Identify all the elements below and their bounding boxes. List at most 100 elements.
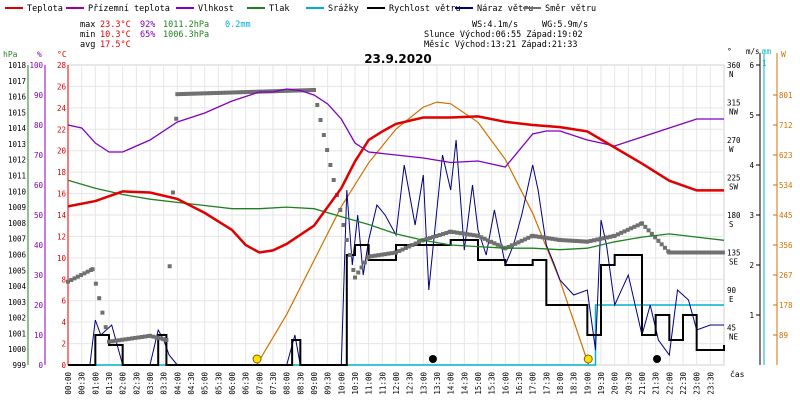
wind-direction-dot	[306, 88, 311, 93]
direction-tick-degrees: 45	[727, 324, 736, 333]
temperature-tick-label: 4	[61, 318, 66, 327]
wind-direction-dot	[403, 246, 408, 250]
temperature-tick-label: 24	[57, 104, 67, 113]
wind-speed-tick-label: 3	[749, 211, 754, 220]
wind-direction-dot	[133, 335, 138, 340]
radiation-tick-label: 534	[779, 181, 793, 190]
wind-direction-dot	[331, 178, 336, 182]
wind-direction-dot	[164, 338, 169, 342]
radiation-axis-label: W	[781, 50, 786, 59]
wind-direction-dot	[468, 232, 473, 237]
direction-tick-degrees: 180	[727, 211, 741, 220]
wind-direction-dot	[129, 336, 134, 341]
wind-direction-dot	[619, 230, 624, 235]
hpa-tick-label: 1012	[8, 156, 26, 165]
x-tick-label: 22:00	[665, 372, 674, 395]
wind-speed-axis-label: m/s	[746, 47, 760, 56]
wind-direction-dot	[643, 224, 648, 229]
wind-direction-dot	[410, 243, 415, 247]
legend-label: Směr větru	[545, 4, 596, 14]
wind-direction-dot	[567, 238, 572, 243]
wind-direction-dot	[116, 338, 121, 343]
wind-direction-dot	[386, 251, 391, 256]
wind-speed-tick-label: 6	[749, 61, 754, 70]
wind-direction-dot	[707, 250, 712, 255]
x-tick-label: 08:30	[296, 372, 305, 395]
wind-direction-dot	[328, 163, 333, 167]
wind-direction-dot	[461, 231, 466, 236]
wind-direction-dot	[237, 90, 242, 95]
x-tick-label: 20:00	[611, 372, 620, 395]
wind-direction-dot	[605, 235, 610, 240]
humidity-axis-label: %	[37, 50, 42, 59]
wind-direction-dot	[312, 88, 316, 92]
wind-direction-dot	[100, 310, 105, 315]
x-tick-label: 18:00	[556, 372, 565, 395]
x-tick-label: 02:30	[132, 372, 141, 395]
wind-direction-dot	[148, 333, 152, 338]
direction-tick-name: W	[729, 145, 734, 154]
wind-direction-dot	[379, 252, 384, 257]
x-tick-label: 05:00	[201, 372, 210, 395]
wind-direction-dot	[198, 91, 203, 96]
wind-direction-dot	[677, 250, 682, 255]
wind-direction-dot	[485, 238, 490, 243]
x-tick-label: 12:30	[406, 372, 415, 395]
wind-direction-dot	[416, 240, 421, 244]
wind-direction-dot	[656, 238, 661, 243]
x-tick-label: 15:30	[488, 372, 497, 395]
wind-direction-dot	[175, 92, 180, 97]
wind-direction-dot	[448, 229, 453, 234]
x-tick-label: 21:00	[638, 372, 647, 395]
wind-direction-dot	[550, 236, 555, 241]
wind-direction-dot	[280, 88, 285, 93]
wind-direction-dot	[321, 133, 326, 137]
temperature-tick-label: 6	[61, 297, 66, 306]
x-tick-label: 15:00	[474, 372, 483, 395]
wind-direction-dot	[356, 270, 361, 275]
wind-direction-dot	[673, 250, 678, 255]
wind-direction-dot	[479, 235, 484, 240]
x-tick-label: 13:30	[433, 372, 442, 395]
stats-sun: Slunce Východ:06:55 Západ:19:02	[424, 30, 583, 40]
wind-direction-dot	[595, 237, 600, 242]
radiation-tick-label: 178	[779, 301, 793, 310]
wind-direction-dot	[240, 90, 245, 95]
wind-direction-dot	[170, 190, 175, 195]
wind-direction-dot	[283, 88, 288, 93]
wind-direction-dot	[318, 118, 323, 122]
direction-tick-name: NW	[729, 108, 739, 117]
wind-direction-dot	[635, 223, 640, 228]
wind-direction-dot	[290, 88, 295, 93]
x-tick-label: 10:00	[337, 372, 346, 395]
direction-tick-name: SW	[729, 183, 739, 192]
wind-speed-tick-label: 1	[749, 311, 754, 320]
wind-direction-dot	[533, 234, 538, 239]
wind-direction-dot	[126, 336, 131, 341]
wind-direction-dot	[694, 250, 699, 255]
stats-moon: Měsíc Východ:13:21 Západ:21:33	[424, 40, 578, 50]
x-tick-label: 05:30	[214, 372, 223, 395]
plot-area	[66, 88, 725, 366]
wind-direction-dot	[338, 208, 343, 212]
wind-direction-dot	[90, 267, 95, 272]
humidity-tick-label: 0	[38, 361, 43, 370]
radiation-tick-label: 445	[779, 211, 793, 220]
wind-direction-dot	[69, 278, 74, 282]
hpa-tick-label: 1016	[8, 93, 27, 102]
temperature-tick-label: 20	[57, 147, 67, 156]
wind-direction-dot	[72, 276, 77, 281]
direction-tick-degrees: 90	[727, 286, 737, 295]
stats-max-label: max	[80, 20, 95, 30]
wind-direction-dot	[547, 236, 552, 241]
x-tick-label: 20:30	[624, 372, 633, 395]
wind-direction-dot	[211, 91, 216, 96]
temperature-tick-label: 2	[61, 340, 66, 349]
wind-direction-dot	[577, 239, 582, 244]
x-tick-label: 01:30	[105, 372, 114, 395]
wind-direction-dot	[441, 232, 446, 236]
humidity-tick-label: 80	[34, 121, 44, 130]
wind-direction-dot	[250, 89, 255, 94]
wind-direction-dot	[526, 235, 531, 240]
x-tick-label: 06:30	[242, 372, 251, 395]
